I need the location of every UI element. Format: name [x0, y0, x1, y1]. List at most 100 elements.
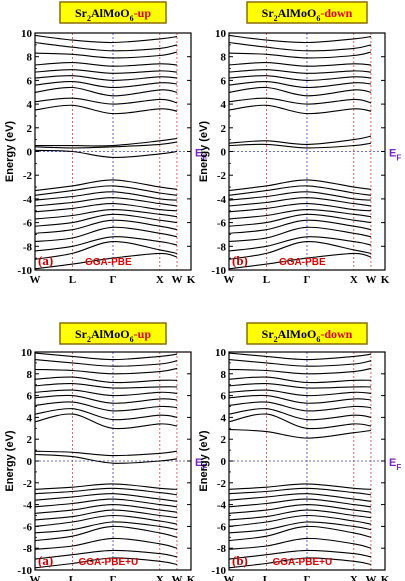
y-tick-label: 10: [215, 28, 227, 40]
y-tick-label: 0: [27, 456, 33, 468]
band-line-15: [35, 137, 178, 147]
y-tick-label: 8: [27, 52, 33, 64]
band-line-11: [229, 185, 372, 196]
bands: [229, 34, 372, 270]
x-tick-label: X: [156, 574, 164, 581]
band-line-15: [229, 104, 372, 115]
band-line-9: [35, 197, 178, 207]
band-line-10: [35, 493, 178, 502]
band-line-20: [35, 75, 178, 81]
y-tick-label: 8: [221, 52, 227, 64]
title-sub2: 6: [316, 14, 320, 23]
panel-letter: (a): [38, 253, 53, 268]
method-label: GGA-PBE: [279, 257, 326, 268]
title-sub1: 2: [87, 14, 91, 23]
band-line-14: [35, 450, 178, 457]
band-line-7: [35, 509, 178, 521]
x-tick-label: W: [224, 574, 235, 581]
y-tick-label: 6: [221, 391, 227, 403]
y-tick-label: -2: [217, 170, 227, 182]
y-tick-label: -4: [23, 194, 33, 206]
x-tick-label: K: [381, 574, 390, 581]
band-line-14: [35, 141, 178, 149]
y-tick-label: -6: [217, 218, 227, 230]
band-line-6: [229, 514, 372, 527]
band-line-3: [35, 236, 178, 252]
band-line-15: [35, 413, 178, 430]
fermi-label-base: E: [389, 457, 396, 469]
band-line-23: [229, 41, 372, 52]
y-tick-label: -4: [217, 500, 227, 512]
title-formula-base: Sr: [262, 327, 275, 341]
band-line-7: [229, 209, 372, 220]
band-line-17: [229, 394, 372, 404]
y-tick-label: 8: [27, 369, 33, 381]
x-tick-label: K: [187, 574, 196, 581]
panel-title: Sr2AlMoO6-up: [75, 327, 151, 344]
band-line-8: [229, 203, 372, 213]
panel-letter: (b): [232, 553, 248, 568]
band-line-23: [35, 359, 178, 367]
band-line-24: [35, 41, 178, 52]
y-tick-label: -2: [23, 478, 33, 490]
title-sub2: 6: [316, 335, 320, 344]
band-line-11: [35, 185, 178, 196]
x-tick-label: Γ: [304, 274, 311, 286]
x-tick-label: W: [365, 574, 376, 581]
panel-title: Sr2AlMoO6-up: [75, 6, 151, 23]
band-line-6: [35, 213, 178, 227]
y-tick-label: 0: [221, 456, 227, 468]
y-tick-label: 0: [221, 147, 227, 159]
method-label: GGA-PBE+U: [272, 557, 332, 568]
y-tick-label: -8: [23, 543, 33, 555]
y-tick-label: -10: [17, 265, 32, 277]
y-tick-label: -10: [211, 265, 226, 277]
y-tick-label: -4: [217, 194, 227, 206]
band-line-10: [229, 191, 372, 201]
y-axis-label: Energy (eV): [198, 430, 210, 491]
band-line-18: [229, 389, 372, 397]
y-tick-label: 8: [221, 369, 227, 381]
band-line-9: [229, 498, 372, 508]
x-tick-label: X: [156, 274, 164, 286]
band-line-8: [35, 504, 178, 514]
band-line-22: [35, 62, 178, 67]
fermi-label-base: E: [195, 148, 202, 160]
band-line-18: [35, 86, 178, 97]
bands: [229, 352, 372, 569]
panel-title: Sr2AlMoO6-down: [262, 327, 353, 344]
band-line-20: [229, 376, 372, 384]
band-line-16: [229, 401, 372, 412]
panel-title: Sr2AlMoO6-down: [262, 6, 353, 23]
band-line-11: [35, 487, 178, 496]
x-tick-label: Γ: [110, 274, 117, 286]
title-box: [246, 1, 368, 24]
x-tick-label: W: [365, 274, 376, 286]
y-tick-label: 2: [221, 434, 227, 446]
band-line-8: [35, 203, 178, 213]
y-tick-label: 6: [221, 75, 227, 87]
band-line-12: [229, 179, 372, 192]
band-line-19: [35, 389, 178, 397]
title-sub1: 2: [87, 335, 91, 344]
title-spin: -up: [134, 327, 152, 341]
band-line-4: [35, 525, 178, 542]
y-tick-label: 4: [27, 412, 33, 424]
fermi-label: EF: [389, 148, 401, 163]
y-tick-label: -4: [23, 500, 33, 512]
bands: [35, 34, 178, 270]
y-tick-label: 10: [21, 28, 33, 40]
band-line-3: [229, 537, 372, 550]
band-line-19: [35, 81, 178, 89]
band-line-1: [229, 252, 372, 270]
fermi-label: EF: [389, 457, 401, 472]
band-line-23: [229, 352, 372, 361]
band-line-22: [35, 367, 178, 375]
band-line-16: [35, 104, 178, 115]
y-tick-label: 10: [21, 347, 33, 359]
band-line-21: [229, 367, 372, 375]
y-tick-label: 6: [27, 75, 33, 87]
x-tick-label: X: [350, 574, 358, 581]
